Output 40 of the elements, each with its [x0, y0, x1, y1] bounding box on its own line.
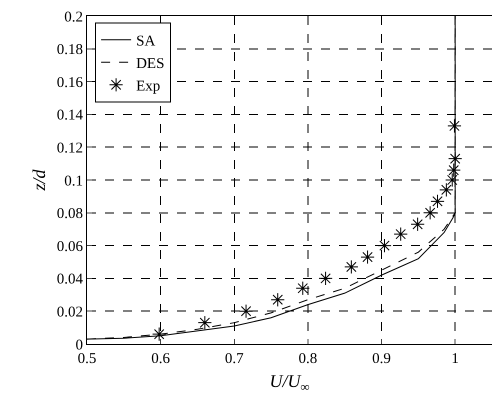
point — [410, 217, 425, 232]
point — [394, 227, 408, 242]
x-tick-label: 0.7 — [224, 351, 244, 367]
point — [152, 327, 166, 342]
x-tick-label: 0.6 — [151, 351, 171, 367]
point — [198, 316, 212, 330]
point — [296, 281, 310, 296]
y-tick-label: 0.12 — [56, 140, 83, 156]
point — [318, 271, 333, 286]
point — [446, 163, 461, 178]
point — [447, 118, 462, 133]
y-tick-label: 0.04 — [56, 272, 84, 288]
x-tick-label: 0.8 — [298, 351, 318, 367]
y-tick-label: 0.18 — [56, 42, 83, 58]
y-tick-label: 0.02 — [56, 304, 83, 320]
point — [445, 172, 460, 188]
x-axis-title: U/U$_{∞}$ — [270, 371, 310, 394]
y-tick-label: 0.1 — [64, 173, 83, 190]
y-tick-label: 0.16 — [56, 74, 84, 91]
y-tick-label: 0.06 — [56, 238, 84, 255]
legend-label: SA — [136, 34, 156, 50]
point — [377, 238, 392, 253]
y-tick-label: 0.14 — [56, 108, 84, 124]
y-tick-label: 0.08 — [56, 206, 83, 222]
point — [238, 304, 254, 318]
point — [270, 292, 285, 307]
point — [439, 182, 454, 197]
x-tick-label: 0.5 — [78, 351, 96, 367]
point — [423, 206, 438, 220]
point — [430, 194, 445, 208]
x-tick-label: 1 — [451, 351, 459, 367]
point — [448, 152, 462, 166]
point — [360, 250, 375, 264]
y-axis-title: z/d — [28, 168, 49, 192]
legend-label: DES — [136, 56, 164, 72]
legend-label: Exp — [136, 78, 160, 95]
y-tick-label: 0.2 — [64, 9, 83, 26]
x-tick-label: 0.9 — [372, 351, 391, 367]
point — [344, 260, 358, 274]
y-tick-label: 0 — [76, 337, 83, 354]
